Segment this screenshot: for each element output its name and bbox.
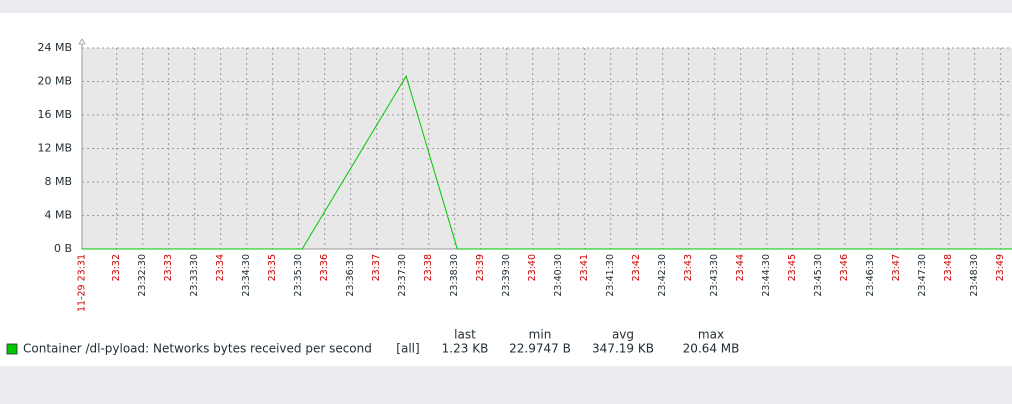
x-tick-label: 23:42:30 [657,254,668,297]
x-tick-label: 23:36:30 [345,254,356,297]
x-tick-label: 23:33 [163,254,174,281]
x-tick-label: 23:37 [371,254,382,281]
legend-stat: 22.9747 B [509,342,571,356]
x-tick-label: 23:39:30 [501,254,512,297]
y-tick-label: 12 MB [37,142,72,155]
legend-stat: 347.19 KB [592,342,654,356]
x-tick-label: 23:41 [579,254,590,281]
y-tick-label: 16 MB [37,108,72,121]
x-tick-label: 23:40:30 [553,254,564,297]
x-tick-label: 23:32:30 [137,254,148,297]
x-tick-label: 23:35:30 [293,254,304,297]
x-tick-label: 23:40 [527,254,538,281]
x-tick-label: 23:44:30 [761,254,772,297]
x-tick-label: 23:43 [683,254,694,281]
x-tick-label: 23:43:30 [709,254,720,297]
legend-stat: 20.64 MB [683,342,740,356]
x-tick-label: 23:46 [839,254,850,281]
x-tick-label: 23:48:30 [969,254,980,297]
y-tick-label: 8 MB [44,175,72,188]
y-tick-label: 24 MB [37,41,72,54]
x-tick-label: 23:41:30 [605,254,616,297]
x-tick-label: 23:47 [891,254,902,281]
x-tick-label: 23:35 [267,254,278,281]
x-tick-label: 23:45:30 [813,254,824,297]
legend-column-header: max [698,328,724,342]
legend-function: [all] [396,342,419,356]
x-tick-label: 23:32 [111,254,122,281]
legend-stat: 1.23 KB [442,342,489,356]
legend-swatch [6,343,18,355]
x-tick-label: 23:49 [995,254,1006,281]
legend-column-header: last [454,328,476,342]
x-tick-label: 23:34:30 [241,254,252,297]
legend-label: Container /dl-pyload: Networks bytes rec… [23,342,372,356]
x-tick-label: 23:44 [735,254,746,281]
x-tick-label: 11-29 23:31 [77,254,88,312]
x-tick-label: 23:37:30 [397,254,408,297]
x-tick-label: 23:38 [423,254,434,281]
y-tick-label: 4 MB [44,209,72,222]
legend-column-header: avg [612,328,634,342]
x-tick-label: 23:42 [631,254,642,281]
x-tick-label: 23:47:30 [917,254,928,297]
x-tick-label: 23:36 [319,254,330,281]
x-tick-label: 23:34 [215,254,226,281]
x-tick-label: 23:46:30 [865,254,876,297]
x-tick-label: 23:45 [787,254,798,281]
x-tick-label: 23:38:30 [449,254,460,297]
legend-column-header: min [529,328,552,342]
series-line [82,74,1012,250]
x-tick-label: 23:33:30 [189,254,200,297]
x-tick-label: 23:48 [943,254,954,281]
y-tick-label: 0 B [54,242,72,255]
x-tick-label: 23:39 [475,254,486,281]
y-tick-label: 20 MB [37,75,72,88]
